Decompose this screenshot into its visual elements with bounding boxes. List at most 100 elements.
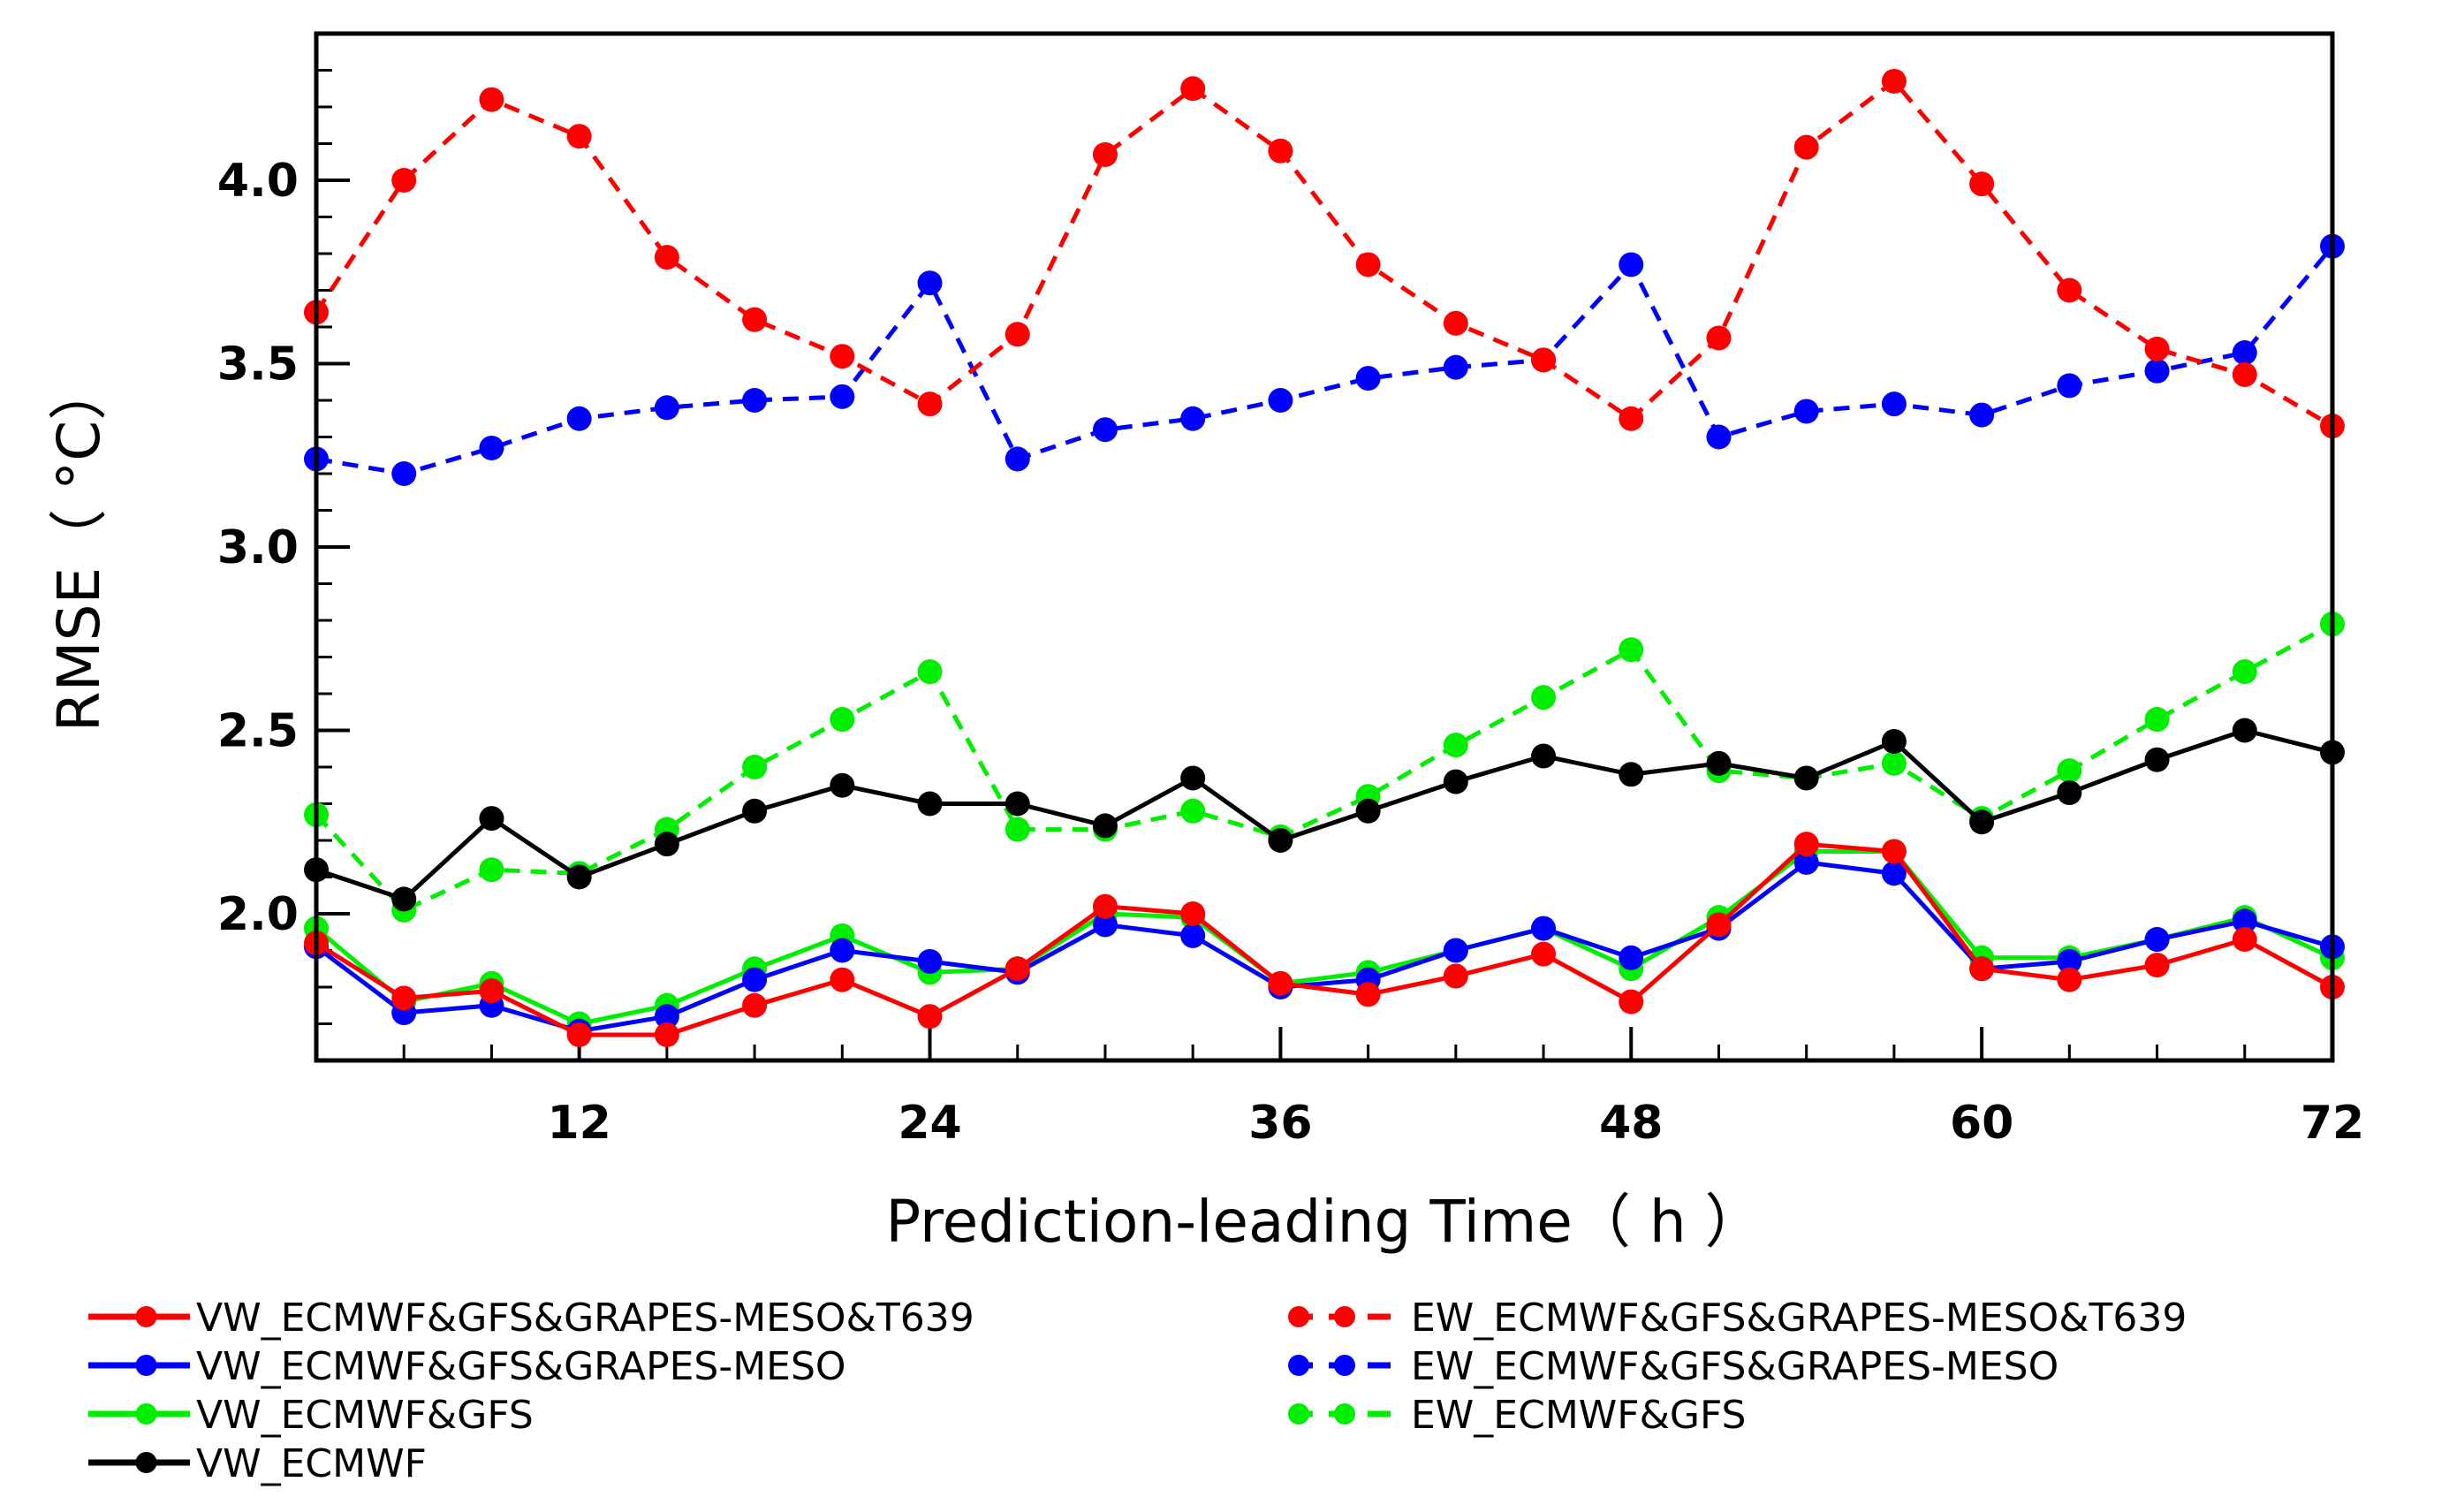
legend-swatch-marker: [1334, 1403, 1355, 1425]
data-point: [1355, 366, 1381, 391]
data-point: [1706, 750, 1732, 776]
y-tick-label: 3.5: [217, 338, 299, 391]
data-point: [1443, 769, 1468, 794]
data-point: [566, 406, 592, 431]
data-point: [2232, 908, 2257, 934]
data-point: [391, 886, 417, 912]
data-point: [830, 707, 855, 733]
data-point: [1180, 901, 1206, 926]
data-point: [1619, 945, 1644, 970]
data-point: [1969, 171, 1995, 197]
data-point: [479, 87, 504, 112]
data-point: [479, 978, 504, 1004]
data-point: [742, 798, 768, 824]
data-point: [1531, 743, 1557, 769]
data-point: [2057, 967, 2082, 992]
data-point: [1881, 391, 1907, 417]
data-point: [830, 938, 855, 963]
series-5: [304, 233, 2345, 486]
x-tick-label: 60: [1950, 1097, 2013, 1150]
legend-label: EW_ECMWF&GFS&GRAPES-MESO: [1411, 1344, 2058, 1389]
data-point: [1619, 762, 1644, 787]
data-point: [2232, 659, 2257, 685]
legend: VW_ECMWF&GFS&GRAPES-MESO&T639VW_ECMWF&GF…: [88, 1296, 2187, 1486]
data-point: [479, 857, 504, 883]
data-point: [742, 755, 768, 779]
data-point: [566, 124, 592, 149]
data-point: [1268, 388, 1293, 413]
data-point: [830, 772, 855, 798]
data-point: [1619, 406, 1644, 431]
data-point: [1619, 989, 1644, 1014]
data-point: [2232, 927, 2257, 953]
legend-entry: VW_ECMWF&GFS: [88, 1393, 534, 1438]
data-point: [830, 967, 855, 992]
data-point: [1881, 750, 1907, 776]
tick-labels: 2.0 2.5 3.0 3.5 4.0 12 24 36 48 60 72: [217, 155, 2364, 1150]
data-point: [654, 1004, 679, 1030]
legend-entry: VW_ECMWF&GFS&GRAPES-MESO&T639: [88, 1296, 974, 1341]
data-point: [654, 395, 679, 421]
legend-swatch-marker: [1288, 1355, 1309, 1376]
data-point: [2057, 758, 2082, 784]
data-point: [2232, 340, 2257, 366]
series-0: [304, 832, 2345, 1047]
data-point: [1969, 402, 1995, 428]
data-point: [654, 832, 679, 857]
data-point: [742, 992, 768, 1018]
legend-entry: VW_ECMWF&GFS&GRAPES-MESO: [88, 1344, 846, 1389]
legend-swatch-marker: [135, 1403, 157, 1425]
data-point: [566, 864, 592, 890]
legend-swatch-marker: [1334, 1355, 1355, 1376]
data-point: [830, 384, 855, 409]
data-point: [1706, 424, 1732, 450]
y-axis-title: RMSE（ °C）: [45, 362, 113, 732]
data-point: [1531, 941, 1557, 967]
data-point: [1443, 354, 1468, 380]
data-point: [1180, 406, 1206, 431]
data-point: [1969, 809, 1995, 835]
legend-swatch-marker: [1288, 1403, 1309, 1425]
data-point: [2057, 277, 2082, 303]
series-4: [304, 68, 2345, 439]
data-point: [1969, 956, 1995, 982]
data-point: [1355, 252, 1381, 277]
data-point: [1180, 76, 1206, 102]
data-point: [1443, 733, 1468, 758]
data-point: [1793, 832, 1819, 857]
data-point: [2057, 373, 2082, 399]
data-point: [917, 1004, 943, 1030]
data-point: [917, 948, 943, 974]
data-point: [1793, 765, 1819, 791]
legend-label: EW_ECMWF&GFS&GRAPES-MESO&T639: [1411, 1296, 2187, 1341]
data-point: [1005, 446, 1030, 472]
series-line: [315, 841, 2334, 1037]
data-point: [2232, 361, 2257, 387]
x-tick-label: 24: [898, 1097, 961, 1150]
data-point: [2144, 336, 2170, 361]
y-tick-label: 2.0: [217, 888, 299, 941]
data-point: [1092, 417, 1118, 443]
data-point: [742, 388, 768, 413]
x-tick-label: 48: [1599, 1097, 1663, 1150]
data-point: [1355, 982, 1381, 1007]
data-point: [1092, 893, 1118, 919]
series-layer: [304, 68, 2345, 1047]
data-point: [391, 168, 417, 193]
series-1: [304, 849, 2345, 1044]
data-point: [1443, 310, 1468, 336]
data-point: [1180, 798, 1206, 824]
data-point: [917, 659, 943, 685]
data-point: [1005, 322, 1030, 347]
data-point: [2057, 780, 2082, 806]
series-line: [315, 728, 2333, 901]
data-point: [1531, 916, 1557, 941]
data-point: [2144, 358, 2170, 384]
data-point: [654, 1022, 679, 1047]
x-tick-label: 72: [2301, 1097, 2364, 1150]
x-tick-label: 12: [547, 1097, 610, 1150]
data-point: [2232, 718, 2257, 743]
data-point: [1180, 765, 1206, 791]
data-point: [391, 461, 417, 486]
data-point: [1706, 912, 1732, 938]
